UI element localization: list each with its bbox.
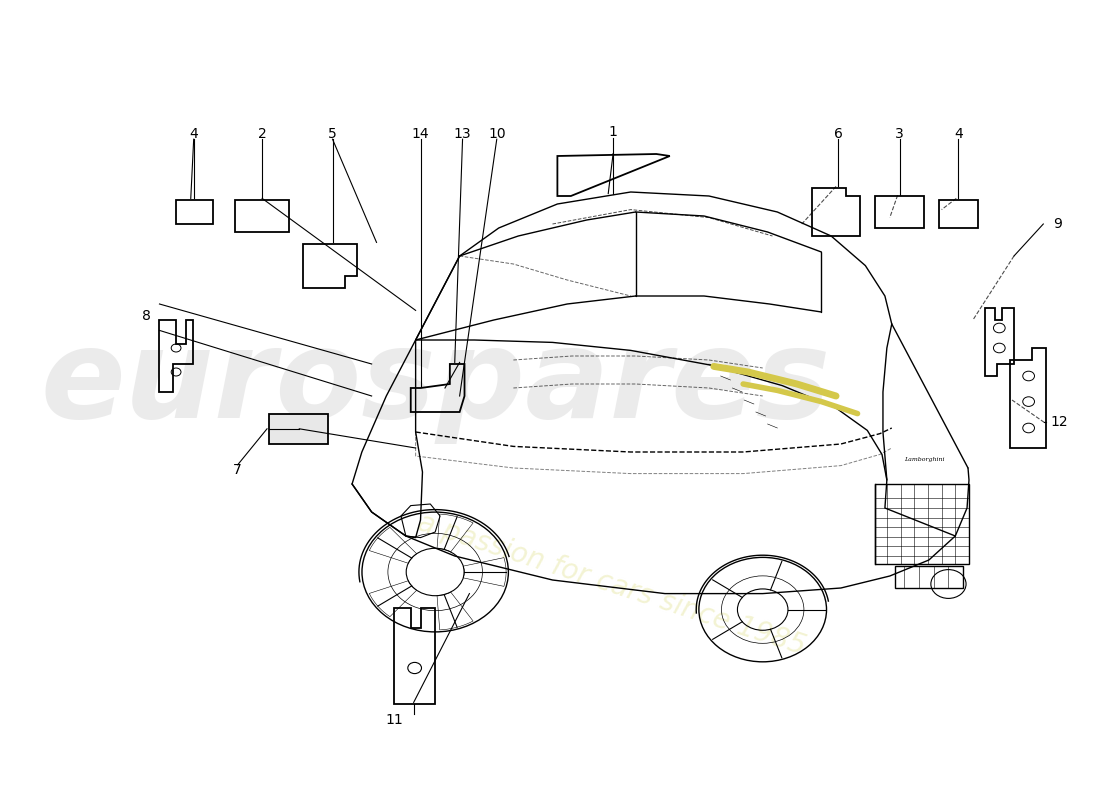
Bar <box>270 414 328 444</box>
Bar <box>876 196 924 228</box>
Bar <box>234 200 288 232</box>
Bar <box>176 200 213 224</box>
Text: 1: 1 <box>608 125 617 139</box>
Text: 14: 14 <box>411 126 429 141</box>
Text: 6: 6 <box>834 126 843 141</box>
Text: a passion for cars since 1985: a passion for cars since 1985 <box>414 508 808 660</box>
Text: 11: 11 <box>385 713 403 727</box>
Bar <box>938 200 978 228</box>
Text: Lamborghini: Lamborghini <box>904 458 944 462</box>
Text: eurospares: eurospares <box>40 323 830 445</box>
Bar <box>876 484 969 564</box>
Text: 5: 5 <box>328 126 337 141</box>
Text: 13: 13 <box>453 126 472 141</box>
Bar <box>894 566 964 588</box>
Text: 4: 4 <box>954 126 962 141</box>
Text: 8: 8 <box>142 309 151 323</box>
Text: 4: 4 <box>189 126 198 141</box>
Text: 12: 12 <box>1050 415 1068 430</box>
Text: 2: 2 <box>257 126 266 141</box>
Text: 3: 3 <box>895 126 904 141</box>
Text: 7: 7 <box>233 463 242 478</box>
Text: 9: 9 <box>1054 217 1063 231</box>
Text: 10: 10 <box>488 126 506 141</box>
